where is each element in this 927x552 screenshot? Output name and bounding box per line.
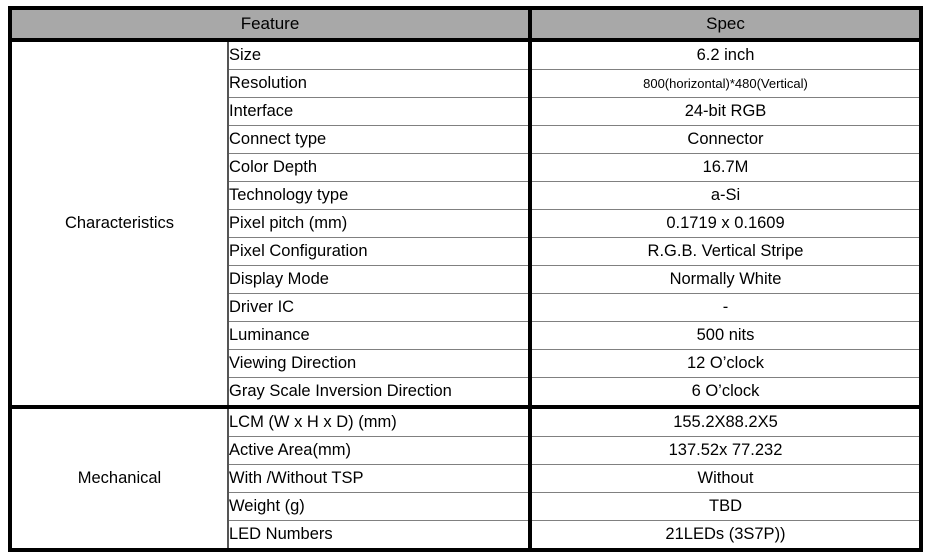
feature-name: Display Mode: [228, 265, 532, 294]
feature-name: Pixel Configuration: [228, 237, 532, 266]
display-specification-sheet: Feature Spec Characteristics Size 6.2 inch…: [8, 6, 923, 552]
category-label-1: Mechanical: [10, 405, 229, 550]
feature-name: With /Without TSP: [228, 464, 532, 493]
spec-value: Without: [530, 464, 921, 493]
column-header-spec: Spec: [530, 8, 921, 42]
table-row: Display Mode Normally White: [10, 265, 921, 294]
table-head: Feature Spec: [10, 8, 921, 42]
spec-value: 6.2 inch: [696, 46, 755, 64]
table-row: Resolution 800(horizontal)*480(Vertical): [10, 69, 921, 98]
table-row: With /Without TSP Without: [10, 464, 921, 493]
spec-value: 155.2X88.2X5: [530, 405, 921, 437]
feature-name: Active Area(mm): [228, 436, 532, 465]
feature-name: Connect type: [228, 125, 532, 154]
spec-value: 6 O’clock: [530, 377, 921, 407]
spec-value: a-Si: [530, 181, 921, 210]
feature-name: Interface: [228, 97, 532, 126]
table-row: Color Depth 16.7M: [10, 153, 921, 182]
spec-value: 500 nits: [530, 321, 921, 350]
table-row: Viewing Direction 12 O’clock: [10, 349, 921, 378]
spec-value: Normally White: [530, 265, 921, 294]
table-row: Weight (g) TBD: [10, 492, 921, 521]
feature-name: Pixel pitch (mm): [228, 209, 532, 238]
spec-value: R.G.B. Vertical Stripe: [530, 237, 921, 266]
feature-name: Resolution: [228, 69, 532, 98]
feature-name: LCM (W x H x D) (mm): [228, 405, 532, 437]
feature-name: Driver IC: [228, 293, 532, 322]
category-label-0: Characteristics: [10, 40, 229, 407]
spec-value: 0.1719 x 0.1609: [530, 209, 921, 238]
table-row: Luminance 500 nits: [10, 321, 921, 350]
feature-name: LED Numbers: [228, 520, 532, 550]
spec-value: TBD: [530, 492, 921, 521]
spec-table: Feature Spec Characteristics Size 6.2 inch…: [8, 6, 923, 552]
table-row: Driver IC -: [10, 293, 921, 322]
table-row: Active Area(mm) 137.52x 77.232: [10, 436, 921, 465]
feature-name: Gray Scale Inversion Direction: [228, 377, 532, 407]
spec-value: Connector: [530, 125, 921, 154]
spec-value: -: [530, 293, 921, 322]
spec-value: 24-bit RGB: [530, 97, 921, 126]
table-header-row: Feature Spec: [10, 8, 921, 42]
spec-value: 16.7M: [530, 153, 921, 182]
table-row: Gray Scale Inversion Direction 6 O’clock: [10, 377, 921, 407]
spec-value: 12 O’clock: [530, 349, 921, 378]
feature-name: Size: [228, 40, 532, 70]
feature-name: Color Depth: [228, 153, 532, 182]
spec-value: 137.52x 77.232: [530, 436, 921, 465]
feature-name: Luminance: [228, 321, 532, 350]
table-body: Characteristics Size 6.2 inch Resolution 800…: [10, 40, 921, 550]
table-row: Pixel Configuration R.G.B. Vertical Strip…: [10, 237, 921, 266]
column-header-feature: Feature: [10, 8, 532, 42]
spec-value: 21LEDs (3S7P)): [530, 520, 921, 550]
table-row: Interface 24-bit RGB: [10, 97, 921, 126]
spec-value: 800(horizontal)*480(Vertical): [530, 69, 921, 98]
table-row: Connect type Connector: [10, 125, 921, 154]
table-row: Technology type a-Si: [10, 181, 921, 210]
table-row: Mechanical LCM (W x H x D) (mm) 155.2X88.2…: [10, 405, 921, 550]
feature-name: Weight (g): [228, 492, 532, 521]
feature-name: Viewing Direction: [228, 349, 532, 378]
feature-name: Technology type: [228, 181, 532, 210]
table-row: Pixel pitch (mm) 0.1719 x 0.1609: [10, 209, 921, 238]
table-row: Characteristics Size 6.2 inch: [10, 40, 921, 407]
